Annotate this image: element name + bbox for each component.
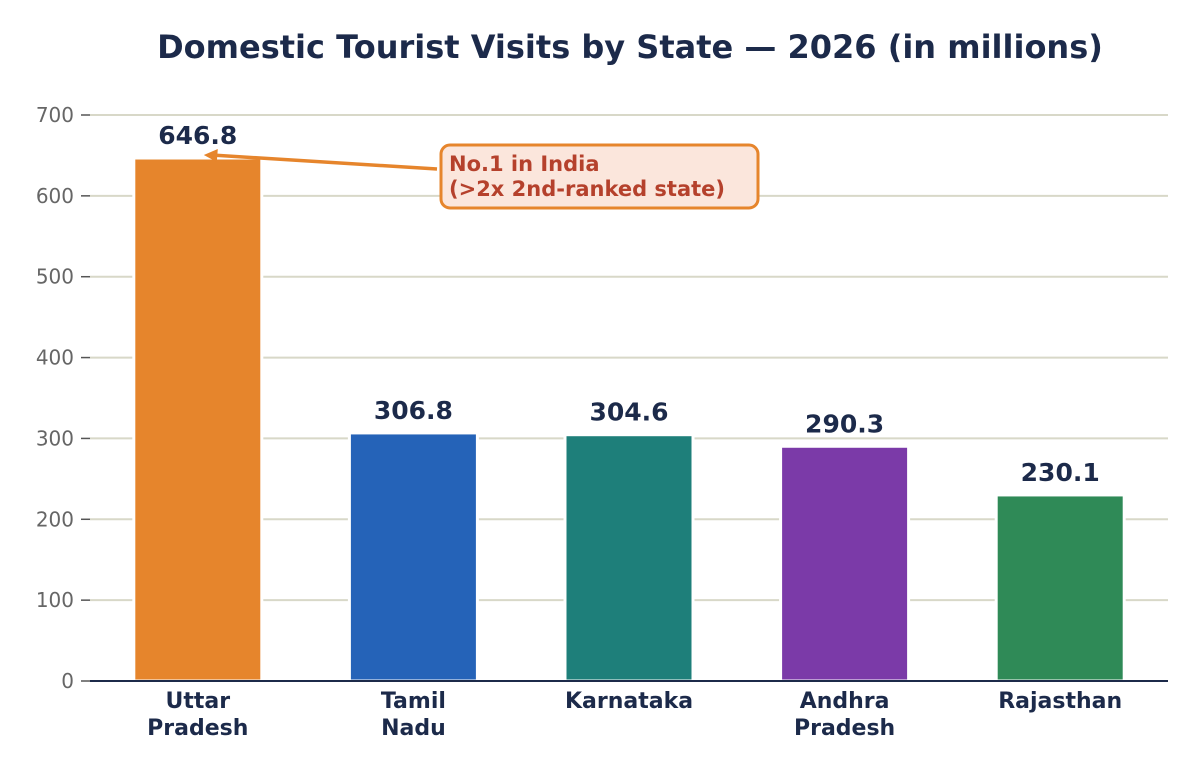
annotation-text: No.1 in India xyxy=(449,152,600,176)
data-label: 646.8 xyxy=(158,121,237,150)
bar xyxy=(779,444,911,683)
data-label: 230.1 xyxy=(1021,458,1100,487)
bar xyxy=(347,431,479,683)
x-tick-label: Rajasthan xyxy=(998,689,1122,714)
y-tick-label: 500 xyxy=(36,265,74,289)
data-label: 290.3 xyxy=(805,409,884,438)
annotation-text: (>2x 2nd-ranked state) xyxy=(449,177,725,201)
x-tick-label: Karnataka xyxy=(565,689,693,714)
x-tick-label: Uttar Pradesh xyxy=(147,689,248,741)
y-tick-label: 700 xyxy=(36,103,74,127)
bar xyxy=(994,493,1126,683)
x-tick-label: Andhra Pradesh xyxy=(794,689,895,741)
y-tick-label: 300 xyxy=(36,426,74,450)
y-tick-label: 400 xyxy=(36,346,74,370)
bar xyxy=(132,156,264,683)
annotation-arrowhead xyxy=(203,149,218,163)
data-label: 306.8 xyxy=(374,396,453,425)
x-tick-label: Tamil Nadu xyxy=(381,689,446,741)
y-tick-label: 600 xyxy=(36,184,74,208)
chart-title: Domestic Tourist Visits by State — 2026 … xyxy=(157,28,1103,66)
labels-layer: 646.8 Uttar Pradesh 306.8 Tamil Nadu 304.6 Karn… xyxy=(147,121,1122,741)
y-tick-label: 0 xyxy=(61,669,74,693)
y-tick-label: 200 xyxy=(36,507,74,531)
annotation-arrow xyxy=(211,153,438,171)
data-label: 304.6 xyxy=(589,398,668,427)
bar xyxy=(563,433,695,683)
y-tick-label: 100 xyxy=(36,588,74,612)
annotation-layer: No.1 in India(>2x 2nd-ranked state) xyxy=(203,143,760,210)
axis-layer: 0 100 200 300 400 500 600 700 xyxy=(36,103,1168,693)
annotation-box xyxy=(439,143,760,210)
